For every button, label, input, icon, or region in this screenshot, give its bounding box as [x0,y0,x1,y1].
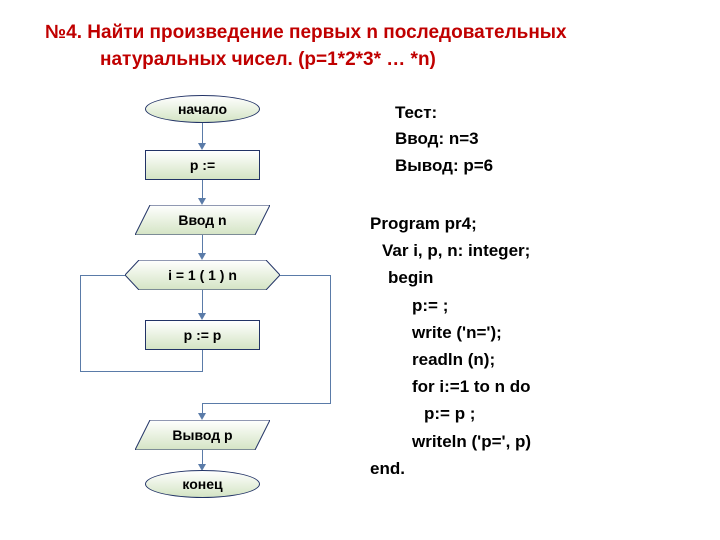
loop-exit-line [202,403,203,413]
code-line: readln (n); [370,346,531,373]
loop-exit-line [330,275,331,403]
code-line: writeln ('p=', p) [370,428,531,455]
code-line: begin [370,264,531,291]
code-line: Var i, p, n: integer; [370,237,531,264]
code-line: write ('n='); [370,319,531,346]
flow-end: конец [145,470,260,498]
flow-end-label: конец [182,476,222,492]
parallelogram-icon [135,420,270,450]
arrow [202,180,203,198]
flow-body-label: p := p [184,327,222,343]
flow-input: Ввод n [135,205,270,235]
arrow-head-icon [198,313,206,320]
parallelogram-icon [135,205,270,235]
code-line: for i:=1 to n do [370,373,531,400]
code-line: p:= p ; [370,400,531,427]
flow-init-label: p := [190,157,215,173]
loop-line [202,350,203,371]
flow-output: Вывод p [135,420,270,450]
arrow [202,290,203,313]
arrow-head-icon [198,198,206,205]
arrow [202,235,203,253]
loop-exit-line [202,403,331,404]
test-output: Вывод: p=6 [395,153,493,179]
arrow-head-icon [198,413,206,420]
title-line1: №4. Найти произведение первых n последов… [45,22,567,43]
flow-init: p := [145,150,260,180]
page-title: №4. Найти произведение первых n последов… [45,20,665,73]
test-input: Ввод: n=3 [395,126,493,152]
loop-line [80,275,81,371]
arrow-head-icon [198,253,206,260]
flow-loop: i = 1 ( 1 ) n [125,260,280,290]
flow-start: начало [145,95,260,123]
arrow-head-icon [198,143,206,150]
test-heading: Тест: [395,100,493,126]
code-line: Program pr4; [370,210,531,237]
loop-exit-line [280,275,330,276]
hexagon-icon [125,260,280,290]
code-line: end. [370,455,531,482]
arrow [202,450,203,464]
code-block: Program pr4; Var i, p, n: integer; begin… [370,210,531,482]
title-line2: натуральных чисел. (p=1*2*3* … *n) [45,49,436,70]
loop-line [80,371,203,372]
code-line: p:= ; [370,292,531,319]
test-block: Тест: Ввод: n=3 Вывод: p=6 [395,100,493,179]
flow-start-label: начало [178,101,227,117]
arrow [202,123,203,143]
flow-body: p := p [145,320,260,350]
loop-line [80,275,125,276]
flowchart: начало p := Ввод n i = 1 ( 1 ) n p := p [30,95,350,525]
